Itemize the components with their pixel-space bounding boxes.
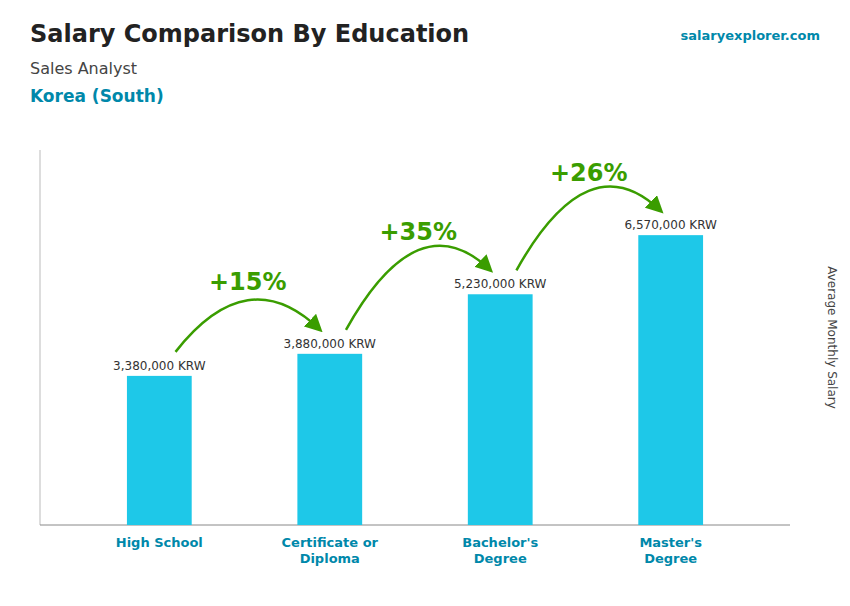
chart-container: Salary Comparison By Education Sales Anal… — [0, 0, 850, 606]
source: salaryexplorer.com — [681, 28, 820, 43]
x-tick-label: Master'sDegree — [639, 535, 702, 566]
data-label: 3,380,000 KRW — [113, 359, 206, 373]
bar — [468, 294, 533, 525]
data-label: 5,230,000 KRW — [454, 277, 547, 291]
x-tick-label: Bachelor'sDegree — [462, 535, 538, 566]
x-tick-label-line: Certificate or — [282, 535, 379, 550]
bar — [297, 354, 362, 525]
x-tick-label: Certificate orDiploma — [282, 535, 379, 566]
data-label: 3,880,000 KRW — [284, 337, 377, 351]
x-tick-label-line: Master's — [639, 535, 702, 550]
data-label: 6,570,000 KRW — [624, 218, 717, 232]
annotation: +15% — [209, 268, 287, 296]
x-tick-label-line: Diploma — [300, 551, 360, 566]
title: Salary Comparison By Education — [30, 20, 469, 48]
x-tick-label-line: Degree — [474, 551, 527, 566]
x-tick-label-line: Bachelor's — [462, 535, 538, 550]
bar — [127, 376, 192, 525]
change-arrow — [346, 246, 491, 330]
subtitle: Sales Analyst — [30, 59, 137, 78]
annotation: +26% — [550, 159, 628, 187]
change-arrow — [516, 187, 661, 271]
y-axis-line — [40, 150, 41, 525]
bar — [638, 235, 703, 525]
x-tick-label: High School — [116, 535, 203, 550]
subtitle: Korea (South) — [30, 86, 164, 106]
change-arrow — [176, 300, 321, 352]
bars — [127, 235, 703, 525]
x-tick-label-line: Degree — [644, 551, 697, 566]
x-tick-label-line: High School — [116, 535, 203, 550]
annotation: +35% — [379, 218, 457, 246]
y-axis-label: Average Monthly Salary — [825, 266, 839, 409]
chart-svg: Salary Comparison By Education Sales Anal… — [0, 0, 850, 606]
